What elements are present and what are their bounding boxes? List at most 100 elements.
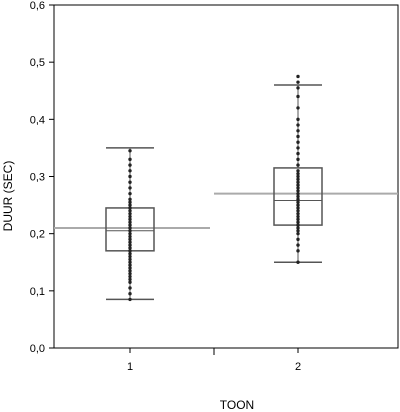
data-point bbox=[128, 254, 132, 259]
data-point bbox=[296, 189, 300, 193]
data-point bbox=[296, 191, 300, 196]
data-point bbox=[128, 271, 132, 276]
data-point bbox=[296, 80, 300, 84]
data-point bbox=[296, 174, 300, 179]
data-point bbox=[128, 226, 132, 230]
data-point bbox=[128, 280, 132, 284]
data-point bbox=[128, 163, 132, 167]
data-point bbox=[296, 249, 300, 253]
data-point bbox=[128, 197, 132, 202]
data-point bbox=[128, 257, 132, 262]
y-axis-ticks: 0,0 0,1 0,2 0,3 0,4 0,5 0,6 bbox=[30, 0, 54, 355]
y-tick-label: 0,0 bbox=[30, 343, 45, 355]
data-point bbox=[128, 274, 132, 279]
data-point bbox=[128, 291, 132, 296]
data-point bbox=[296, 177, 300, 182]
data-point bbox=[296, 243, 300, 247]
data-point bbox=[296, 237, 300, 242]
data-point bbox=[296, 206, 300, 210]
y-tick-label: 0,3 bbox=[30, 172, 45, 184]
data-point bbox=[296, 260, 300, 264]
data-point bbox=[128, 266, 132, 270]
data-point bbox=[296, 86, 300, 90]
data-point bbox=[128, 217, 132, 222]
data-point bbox=[128, 269, 132, 273]
data-point bbox=[296, 223, 300, 227]
data-point bbox=[296, 163, 300, 167]
data-point bbox=[128, 243, 132, 247]
data-point bbox=[296, 194, 300, 199]
data-point bbox=[128, 180, 132, 184]
data-point bbox=[296, 146, 300, 150]
data-point bbox=[296, 157, 300, 162]
data-point bbox=[296, 180, 300, 184]
data-point bbox=[128, 277, 132, 282]
mean-lines bbox=[54, 192, 398, 229]
data-point bbox=[128, 191, 132, 196]
data-point bbox=[296, 151, 300, 156]
y-tick-label: 0,2 bbox=[30, 229, 45, 241]
data-point bbox=[296, 106, 300, 110]
data-point bbox=[128, 229, 132, 233]
data-point bbox=[128, 209, 132, 213]
data-point bbox=[296, 231, 300, 236]
data-point bbox=[296, 220, 300, 224]
plot-area-border bbox=[53, 4, 399, 349]
data-point bbox=[128, 149, 132, 153]
data-point bbox=[296, 186, 300, 190]
x-axis-label: TOON bbox=[220, 398, 254, 412]
data-point bbox=[296, 214, 300, 219]
data-points bbox=[128, 74, 300, 302]
data-point bbox=[296, 140, 300, 144]
data-point bbox=[128, 157, 132, 162]
data-point bbox=[296, 226, 300, 230]
data-point bbox=[296, 217, 300, 222]
plot-frame bbox=[53, 4, 399, 349]
data-point bbox=[128, 249, 132, 253]
data-point bbox=[128, 200, 132, 204]
data-point bbox=[296, 123, 300, 127]
data-point bbox=[128, 240, 132, 244]
data-point bbox=[128, 203, 132, 207]
y-axis-label: DUUR (SEC) bbox=[1, 161, 15, 232]
data-point bbox=[128, 214, 132, 219]
data-point bbox=[296, 171, 300, 176]
data-point bbox=[296, 169, 300, 173]
y-tick-label: 0,1 bbox=[30, 286, 45, 298]
data-point bbox=[296, 94, 300, 99]
x-tick-label: 2 bbox=[295, 361, 301, 373]
data-point bbox=[128, 206, 132, 210]
data-point bbox=[128, 297, 132, 302]
x-tick-label: 1 bbox=[127, 361, 133, 373]
data-point bbox=[128, 220, 132, 224]
data-point bbox=[128, 223, 132, 227]
y-tick-label: 0,5 bbox=[30, 57, 45, 69]
y-tick-label: 0,6 bbox=[30, 0, 45, 12]
data-point bbox=[296, 117, 300, 122]
data-point bbox=[128, 246, 132, 250]
data-point bbox=[296, 200, 300, 204]
data-point bbox=[128, 260, 132, 264]
data-point bbox=[128, 234, 132, 239]
data-point bbox=[296, 197, 300, 202]
data-point bbox=[128, 169, 132, 173]
data-point bbox=[128, 211, 132, 216]
data-point bbox=[128, 231, 132, 236]
data-point bbox=[128, 237, 132, 242]
data-point bbox=[296, 134, 300, 139]
y-tick-label: 0,4 bbox=[30, 114, 45, 126]
data-point bbox=[296, 203, 300, 207]
data-point bbox=[296, 211, 300, 216]
data-point bbox=[128, 263, 132, 267]
data-point bbox=[296, 183, 300, 187]
data-point bbox=[296, 209, 300, 213]
data-point bbox=[128, 186, 132, 190]
data-point bbox=[128, 174, 132, 179]
data-point bbox=[296, 229, 300, 233]
data-point bbox=[296, 74, 300, 79]
data-point bbox=[128, 286, 132, 290]
data-point bbox=[128, 251, 132, 256]
data-point bbox=[296, 129, 300, 133]
